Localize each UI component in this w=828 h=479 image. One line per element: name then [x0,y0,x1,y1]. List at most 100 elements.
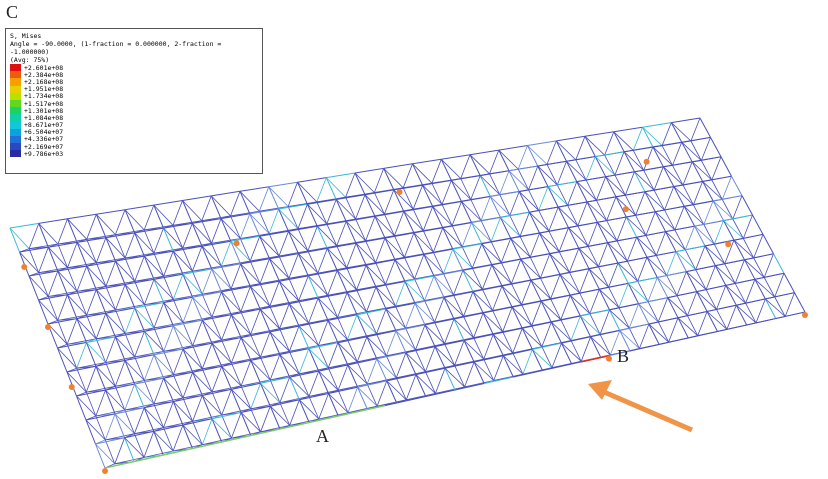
member [424,249,453,254]
member [658,298,667,322]
member [560,275,580,294]
member [39,247,49,272]
member [346,221,356,243]
member [328,315,357,321]
member [472,218,501,223]
member [183,297,193,322]
member [692,162,702,182]
member [639,304,659,322]
member [222,366,241,386]
member [154,205,173,225]
member [269,187,279,209]
member [270,380,280,403]
member [298,182,317,202]
member [404,257,414,279]
member [347,293,366,312]
legend-subtitle: Angle = -90.0000, (1-fraction = 0.000000… [10,40,258,56]
member [288,207,298,229]
member [531,280,541,301]
member [115,210,125,235]
member [192,219,221,224]
member [726,285,737,305]
member [707,305,736,311]
member [269,234,279,256]
member [637,237,647,257]
member [682,142,693,162]
member [183,398,193,421]
member [503,332,513,353]
member [654,167,663,191]
member [337,221,347,245]
member [144,380,154,404]
member [435,298,445,323]
member [384,214,394,236]
member [338,390,348,412]
member [615,152,624,175]
member [164,402,174,428]
member [696,246,705,270]
member [240,191,259,211]
member [289,304,299,326]
member [629,328,639,348]
member [724,215,753,221]
member [347,243,356,267]
member [629,304,638,328]
member [193,320,203,345]
member [609,287,619,307]
member [183,349,202,369]
member [270,374,299,380]
member [425,325,445,344]
member [416,368,445,374]
member [222,366,232,389]
member [241,338,251,361]
member [691,118,700,141]
member [259,187,269,211]
member [39,300,49,324]
member [686,272,706,290]
member [387,375,416,381]
member [645,192,665,210]
member [202,396,212,419]
member [745,260,755,280]
member [298,248,327,253]
member [560,275,570,296]
member [743,239,753,259]
member [86,392,96,416]
member [289,298,318,304]
member [705,246,715,266]
member [346,173,355,197]
member [355,168,384,173]
member [518,146,527,170]
member [435,387,464,394]
member [691,141,701,161]
member [260,236,279,256]
member [654,190,664,210]
member [589,269,609,287]
member [703,176,732,181]
member [718,325,747,332]
member [173,326,192,346]
member [337,271,347,293]
member [742,196,753,215]
member [395,260,405,282]
member [571,316,580,341]
member [473,292,493,311]
member [231,338,241,363]
member [87,266,106,286]
member [280,403,290,426]
member [280,377,290,402]
member [628,283,638,303]
member [443,228,462,247]
point-label: B [617,346,629,367]
member [164,372,193,378]
member [562,343,572,364]
member [231,284,260,289]
member [87,315,97,339]
member [523,349,533,374]
member [638,281,648,301]
member [125,210,135,233]
member [443,228,453,249]
member [135,357,145,381]
member [671,123,681,143]
member [547,164,557,185]
